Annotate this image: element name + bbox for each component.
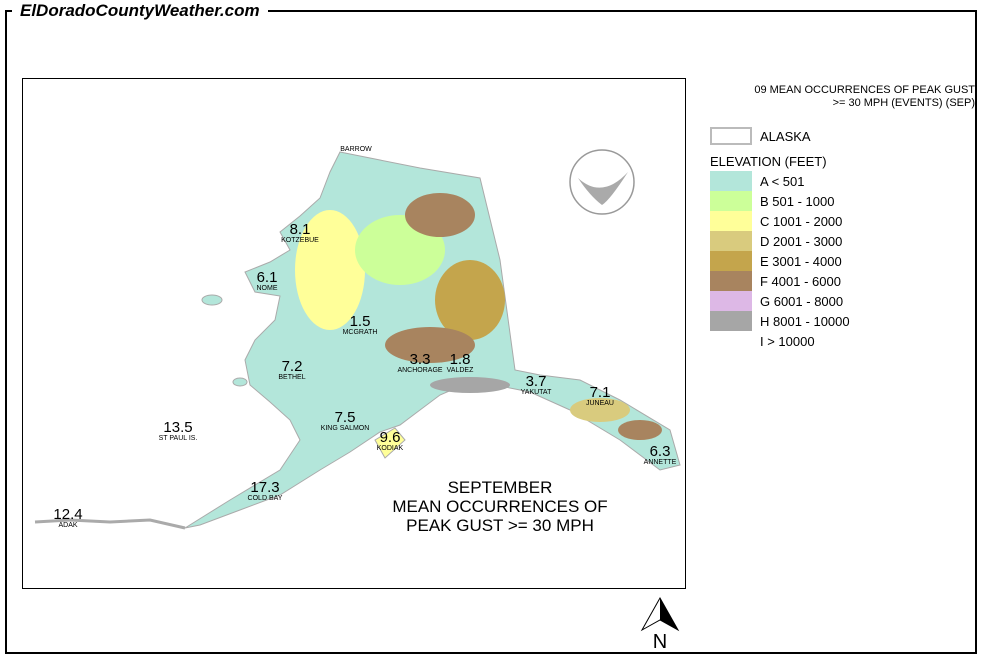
station-value: 13.5 — [163, 419, 192, 436]
elevation-swatch — [710, 211, 752, 231]
station-name: NOME — [257, 285, 278, 292]
legend-label: C 1001 - 2000 — [760, 213, 843, 229]
station-name: COLD BAY — [248, 495, 283, 502]
page-border — [5, 10, 977, 654]
map-frame — [22, 78, 686, 589]
station-value: 7.2 — [282, 358, 303, 375]
station-value: 7.1 — [590, 384, 611, 401]
station-name: KODIAK — [377, 445, 404, 452]
station-name: YAKUTAT — [521, 389, 552, 396]
station-name: BARROW — [340, 146, 372, 153]
alaska-landmass — [34, 151, 681, 530]
station-value: 8.1 — [290, 221, 311, 238]
north-label: N — [653, 631, 667, 653]
station-name: BETHEL — [278, 374, 305, 381]
station-value: 12.4 — [53, 506, 82, 523]
legend-class: E 3001 - 4000 — [710, 251, 842, 271]
legend-class: F 4001 - 6000 — [710, 271, 841, 291]
station-name: VALDEZ — [447, 367, 474, 374]
legend-label: E 3001 - 4000 — [760, 253, 842, 269]
elevation-swatch — [710, 311, 752, 331]
station-marker: 13.5ST PAUL IS. — [159, 419, 198, 442]
station-name: KOTZEBUE — [281, 237, 319, 244]
legend-label: I > 10000 — [760, 333, 815, 349]
station-value: 3.7 — [526, 373, 547, 390]
legend-label: F 4001 - 6000 — [760, 273, 841, 289]
site-title: ElDoradoCountyWeather.com — [12, 1, 268, 21]
station-value: 7.5 — [335, 409, 356, 426]
legend-class: A < 501 — [710, 171, 804, 191]
station-name: KING SALMON — [321, 425, 370, 432]
station-value: 3.3 — [410, 351, 431, 368]
legend-class: B 501 - 1000 — [710, 191, 834, 211]
station-marker: BARROW — [340, 146, 372, 153]
legend-class: G 6001 - 8000 — [710, 291, 843, 311]
elevation-swatch — [710, 191, 752, 211]
legend-label: H 8001 - 10000 — [760, 313, 850, 329]
station-value: 17.3 — [250, 479, 279, 496]
legend-label: B 501 - 1000 — [760, 193, 835, 209]
elevation-title: ELEVATION (FEET) — [710, 153, 827, 169]
legend-label: D 2001 - 3000 — [760, 233, 843, 249]
map-title: SEPTEMBER MEAN OCCURRENCES OF PEAK GUST … — [392, 478, 608, 535]
station-name: MCGRATH — [343, 329, 378, 336]
legend-class: H 8001 - 10000 — [710, 311, 850, 331]
station-value: 9.6 — [380, 429, 401, 446]
station-name: ANNETTE — [644, 459, 677, 466]
elevation-swatch — [710, 331, 752, 351]
elevation-swatch — [710, 231, 752, 251]
elevation-swatch — [710, 291, 752, 311]
station-name: JUNEAU — [586, 400, 614, 407]
legend-label: ALASKA — [760, 128, 811, 144]
noaa-logo — [569, 149, 635, 215]
station-value: 6.1 — [257, 269, 278, 286]
legend-class: I > 10000 — [710, 331, 815, 351]
station-value: 1.5 — [350, 313, 371, 330]
legend-class: D 2001 - 3000 — [710, 231, 842, 251]
legend-title: 09 MEAN OCCURRENCES OF PEAK GUST >= 30 M… — [754, 84, 975, 109]
legend-class: C 1001 - 2000 — [710, 211, 842, 231]
elevation-swatch — [710, 271, 752, 291]
station-value: 1.8 — [450, 351, 471, 368]
station-value: 6.3 — [650, 443, 671, 460]
legend-label: G 6001 - 8000 — [760, 293, 844, 309]
station-name: ST PAUL IS. — [159, 435, 198, 442]
station-name: ADAK — [58, 522, 77, 529]
legend-alaska: ALASKA — [710, 126, 811, 146]
legend-label: A < 501 — [760, 173, 805, 189]
station-name: ANCHORAGE — [397, 367, 442, 374]
alaska-swatch — [710, 127, 752, 145]
north-arrow — [640, 596, 680, 632]
elevation-swatch — [710, 171, 752, 191]
elevation-swatch — [710, 251, 752, 271]
